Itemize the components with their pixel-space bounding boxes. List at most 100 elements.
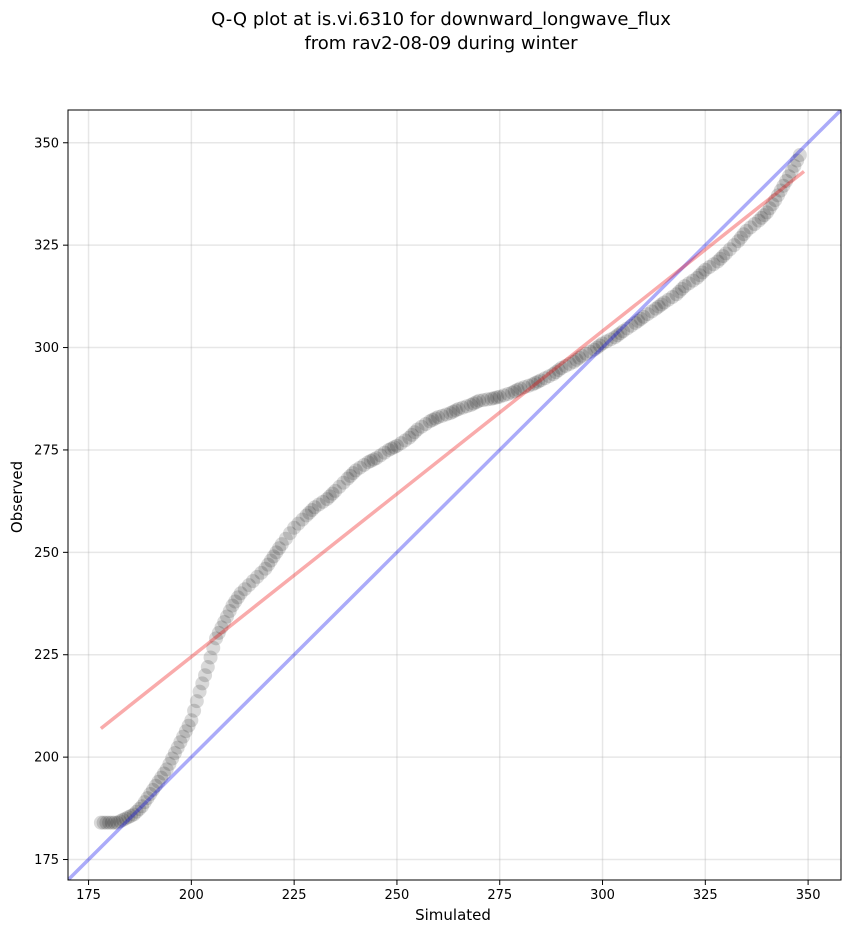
quantile-point (554, 361, 569, 376)
quantile-point (145, 782, 160, 797)
quantile-point (579, 346, 594, 361)
quantile-point (322, 489, 337, 504)
grid-lines (68, 110, 841, 880)
quantile-point (531, 374, 546, 389)
quantile-point (121, 810, 136, 825)
quantile-point (278, 531, 293, 546)
quantile-point (291, 516, 306, 531)
quantile-point (492, 389, 507, 404)
quantile-point (765, 197, 780, 212)
quantile-point (548, 365, 563, 380)
quantile-point (107, 815, 122, 830)
quantile-point (736, 227, 751, 242)
quantile-point (258, 561, 273, 576)
quantile-point (675, 281, 690, 296)
quantile-point (496, 388, 511, 403)
y-axis-label: Observed (8, 461, 26, 533)
quantile-point (228, 594, 243, 609)
quantile-point (574, 348, 589, 363)
quantile-point (170, 740, 185, 755)
quantile-point (476, 393, 491, 408)
quantile-point (595, 336, 610, 351)
quantile-point (405, 427, 420, 442)
quantile-point (246, 574, 261, 589)
quantile-point (451, 401, 466, 416)
quantile-point (636, 309, 651, 324)
quantile-point (307, 500, 322, 515)
quantile-point (469, 395, 484, 410)
quantile-point (784, 164, 799, 179)
quantile-point (558, 358, 573, 373)
quantile-point (648, 301, 663, 316)
quantile-point (315, 494, 330, 509)
quantile-point (599, 334, 614, 349)
quantile-point (762, 201, 777, 216)
quantile-point (657, 295, 672, 310)
quantile-point (562, 356, 577, 371)
quantile-point (718, 246, 733, 261)
y-tick-label: 250 (34, 546, 59, 561)
quantile-point (402, 430, 417, 445)
quantile-point (727, 238, 742, 253)
quantile-point (93, 815, 108, 830)
quantile-point (446, 404, 461, 419)
quantile-point (651, 299, 666, 314)
quantile-point (363, 453, 378, 468)
quantile-point (779, 173, 794, 188)
x-tick-label: 200 (179, 888, 204, 903)
quantile-point (510, 382, 525, 397)
y-tick-label: 175 (34, 853, 59, 868)
quantile-point (665, 290, 680, 305)
quantile-point (233, 586, 248, 601)
quantile-point (690, 270, 705, 285)
quantile-point (631, 313, 646, 328)
quantile-point (320, 492, 335, 507)
quantile-point (733, 230, 748, 245)
fit-line (99, 170, 806, 730)
x-tick-label: 350 (796, 888, 821, 903)
quantile-point (528, 376, 543, 391)
quantile-point (311, 497, 326, 512)
x-axis-ticks: 175 200 225 250 275 300 325 350 (76, 880, 821, 903)
quantile-point (132, 802, 147, 817)
quantile-point (537, 371, 552, 386)
quantile-point (754, 210, 769, 225)
x-tick-label: 300 (590, 888, 615, 903)
quantile-point (770, 188, 785, 203)
quantile-point (776, 178, 791, 193)
quantile-point (681, 276, 696, 291)
quantile-point (137, 795, 152, 810)
y-tick-label: 350 (34, 136, 59, 151)
quantile-point (198, 668, 213, 683)
y-tick-label: 200 (34, 751, 59, 766)
quantile-point (104, 815, 119, 830)
quantile-point (628, 315, 643, 330)
quantile-point (695, 265, 710, 280)
quantile-point (466, 396, 481, 411)
quantile-point (346, 466, 361, 481)
quantile-point (722, 242, 737, 257)
quantile-point (790, 153, 805, 168)
quantile-point (517, 380, 532, 395)
x-tick-label: 250 (385, 888, 410, 903)
quantile-point (184, 713, 199, 728)
quantile-point (167, 746, 182, 761)
quantile-point (455, 400, 470, 415)
quantile-point (222, 604, 237, 619)
quantile-point (428, 411, 443, 426)
quantile-point (225, 598, 240, 613)
quantile-point (414, 419, 429, 434)
quantile-point (254, 565, 269, 580)
quantile-point (192, 684, 207, 699)
quantile-point (463, 397, 478, 412)
quantile-point (431, 410, 446, 425)
quantile-point (759, 205, 774, 220)
quantile-point (211, 625, 226, 640)
quantile-point (219, 609, 234, 624)
plot-frame (67, 109, 842, 881)
x-tick-label: 325 (693, 888, 718, 903)
quantile-point (387, 440, 402, 455)
quantile-point (263, 553, 278, 568)
quantile-point (178, 724, 193, 739)
quantile-point (768, 193, 783, 208)
